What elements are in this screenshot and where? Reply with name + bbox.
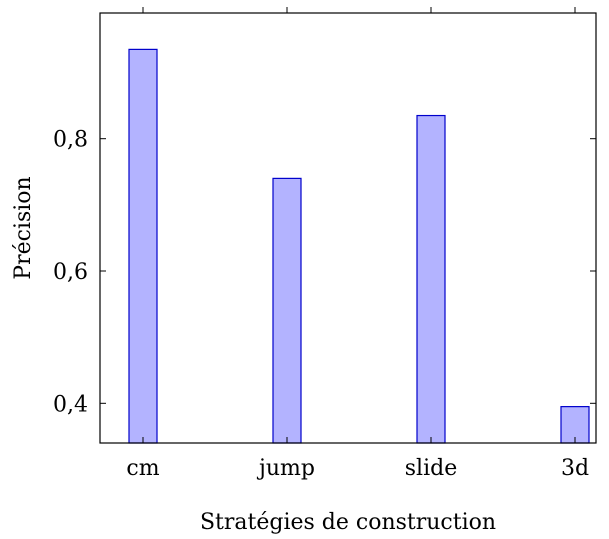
ticks-group (100, 7, 596, 443)
y-tick-label: 0,8 (53, 128, 88, 153)
bar-jump (272, 177, 302, 444)
x-tick-label: slide (405, 456, 457, 481)
bars-group (128, 48, 590, 444)
bar-cm (128, 48, 158, 444)
x-axis-label: Stratégies de construction (200, 510, 496, 535)
plot-frame (99, 12, 597, 444)
y-tick-label: 0,4 (53, 392, 88, 417)
x-tick-label: cm (126, 456, 159, 481)
y-axis-label: Précision (11, 176, 36, 279)
bar-slide (416, 114, 446, 444)
x-tick-label: 3d (561, 456, 589, 481)
tick-labels-group: cm jump slide 3d 0,4 0,6 0,8 (53, 128, 589, 481)
y-tick-label: 0,6 (53, 260, 88, 285)
x-tick-label: jump (256, 456, 315, 481)
